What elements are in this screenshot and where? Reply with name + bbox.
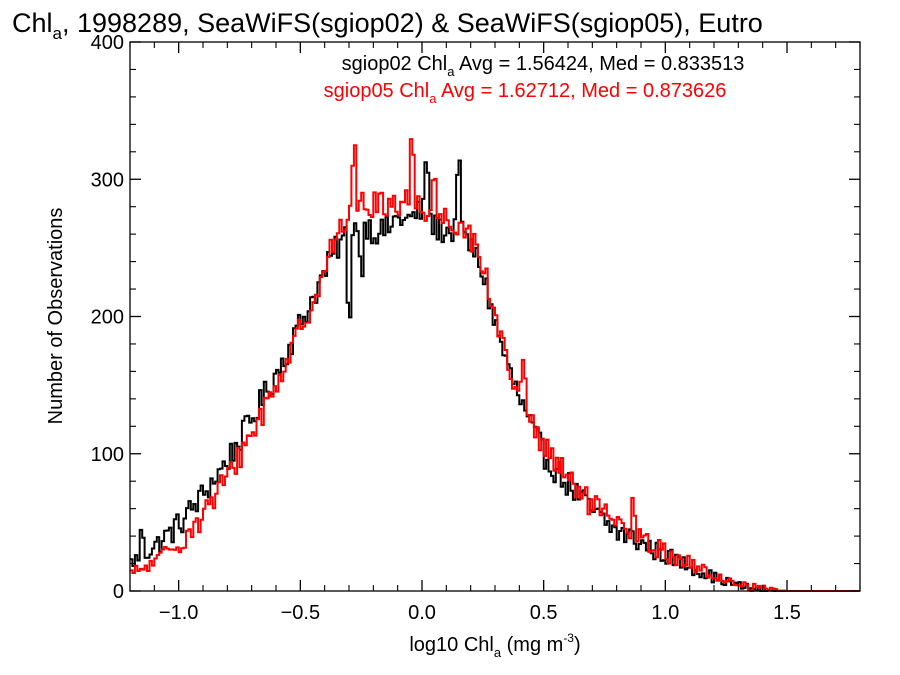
legend-sgiop02-pre: sgiop02 Chl — [342, 53, 448, 75]
legend-sgiop05-subscript: a — [429, 91, 437, 106]
series-layer — [130, 138, 860, 592]
x-axis-label-subscript: a — [494, 645, 502, 660]
y-axis-label: Number of Observations — [45, 208, 67, 425]
x-tick-label: −0.5 — [281, 602, 320, 624]
chart-title-subscript: a — [53, 24, 63, 43]
plot-frame — [129, 41, 861, 592]
x-axis-label-mid: (mg m — [501, 634, 563, 656]
y-tick-label: 100 — [91, 444, 124, 466]
legend: sgiop02 Chla Avg = 1.56424, Med = 0.8335… — [324, 53, 745, 106]
x-tick-label: 1.5 — [773, 602, 801, 624]
x-tick-label: 1.0 — [651, 602, 679, 624]
legend-entry-sgiop02: sgiop02 Chla Avg = 1.56424, Med = 0.8335… — [342, 53, 745, 79]
legend-sgiop02-post: Avg = 1.56424, Med = 0.833513 — [454, 53, 744, 75]
series-sgiop02-histogram — [130, 159, 860, 592]
x-tick-label: 0.0 — [408, 602, 436, 624]
y-tick-label: 300 — [91, 169, 124, 191]
chart-title: Chla, 1998289, SeaWiFS(sgiop02) & SeaWiF… — [12, 8, 763, 43]
series-sgiop05-histogram — [130, 138, 860, 592]
legend-sgiop05-pre: sgiop05 Chl — [324, 80, 430, 102]
x-axis-label: log10 Chla (mg m-3) — [409, 631, 580, 660]
y-tick-label: 400 — [91, 32, 124, 54]
y-tick-label: 0 — [113, 581, 124, 603]
legend-sgiop02-subscript: a — [447, 64, 455, 79]
x-tick-label: −1.0 — [159, 602, 198, 624]
x-axis-label-pre: log10 Chl — [409, 634, 494, 656]
chart-title-rest: , 1998289, SeaWiFS(sgiop02) & SeaWiFS(sg… — [62, 8, 763, 38]
chart-title-main: Chl — [12, 8, 53, 38]
x-tick-label: 0.5 — [530, 602, 558, 624]
x-axis-label-superscript: -3 — [563, 631, 574, 645]
legend-sgiop05-post: Avg = 1.62712, Med = 0.873626 — [436, 80, 726, 102]
legend-entry-sgiop05: sgiop05 Chla Avg = 1.62712, Med = 0.8736… — [324, 80, 727, 106]
ticks-layer: −1.0 −0.5 0.0 0.5 1.0 1.5 0 100 200 300 400 — [91, 32, 861, 624]
x-axis-label-post: ) — [574, 634, 581, 656]
y-tick-label: 200 — [91, 307, 124, 329]
